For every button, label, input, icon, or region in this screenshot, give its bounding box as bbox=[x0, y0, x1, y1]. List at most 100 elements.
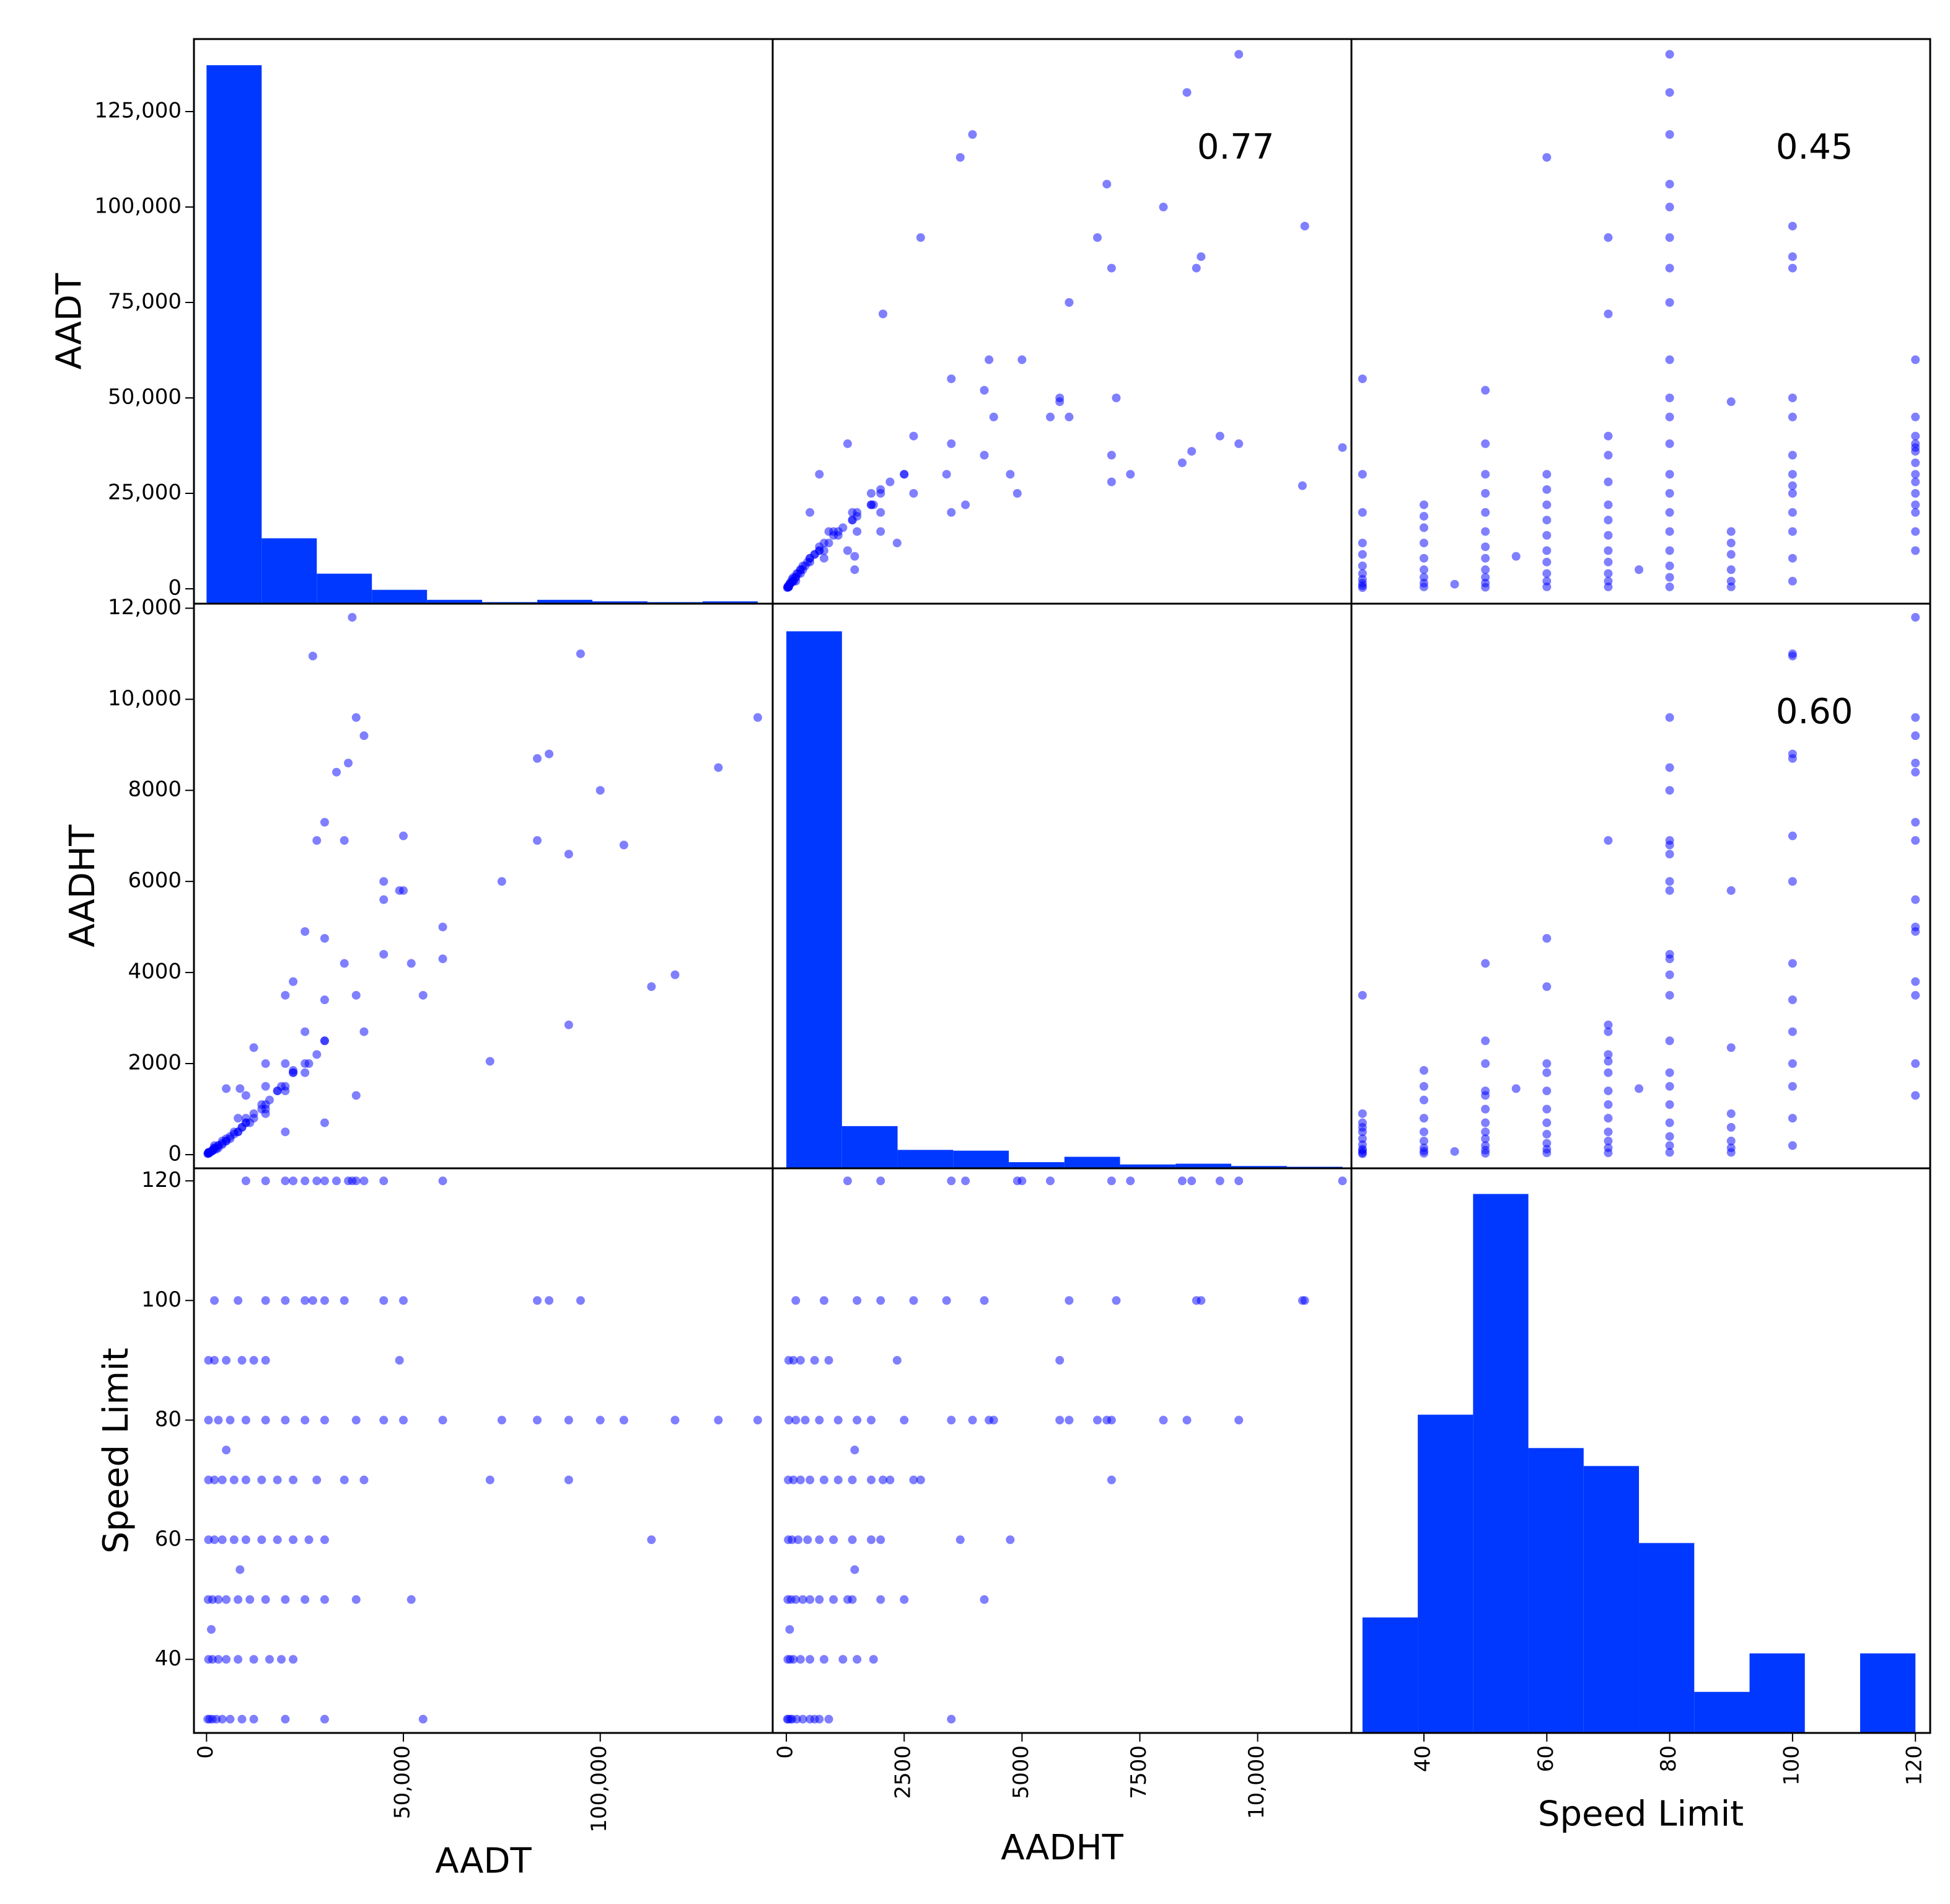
scatter-point bbox=[1911, 546, 1920, 555]
scatter-point bbox=[1604, 1068, 1613, 1077]
scatter-point bbox=[1542, 485, 1552, 494]
scatter-point bbox=[1665, 990, 1674, 1000]
scatter-point bbox=[1419, 553, 1428, 563]
scatter-point bbox=[1300, 221, 1309, 231]
scatter-point bbox=[753, 713, 762, 722]
scatter-point bbox=[281, 1127, 290, 1137]
scatter-point bbox=[351, 1176, 361, 1186]
scatter-point bbox=[866, 500, 876, 509]
scatter-point bbox=[824, 1714, 833, 1724]
scatter-point bbox=[1911, 836, 1920, 845]
scatter-point bbox=[340, 1296, 349, 1305]
scatter-point bbox=[1542, 1059, 1552, 1069]
scatter-point bbox=[320, 1296, 329, 1305]
scatter-point bbox=[1234, 1176, 1244, 1186]
scatter-point bbox=[1419, 573, 1428, 582]
scatter-point bbox=[900, 1595, 909, 1604]
histogram-bar bbox=[261, 538, 317, 604]
scatter-point bbox=[281, 1082, 290, 1091]
scatter-point bbox=[1788, 649, 1797, 658]
scatter-point bbox=[395, 1355, 404, 1365]
x-tick-label: 0 bbox=[193, 1745, 218, 1759]
scatter-point bbox=[1665, 1068, 1674, 1077]
scatter-point bbox=[1665, 1082, 1674, 1091]
histogram-bar bbox=[1120, 1164, 1176, 1168]
histogram-bar bbox=[372, 589, 428, 604]
scatter-point bbox=[1419, 523, 1428, 532]
scatter-point bbox=[1788, 1082, 1797, 1091]
scatter-point bbox=[249, 1355, 258, 1365]
scatter-point bbox=[379, 895, 389, 904]
scatter-point bbox=[301, 927, 310, 936]
scatter-point bbox=[281, 1176, 290, 1186]
scatter-point bbox=[1911, 508, 1920, 517]
scatter-point bbox=[1665, 263, 1674, 273]
scatter-point bbox=[351, 1595, 361, 1604]
scatter-point bbox=[619, 1416, 628, 1425]
scatter-point bbox=[1665, 582, 1674, 591]
scatter-point bbox=[876, 1595, 885, 1604]
scatter-point bbox=[619, 840, 628, 850]
scatter-point bbox=[1665, 713, 1674, 722]
scatter-point bbox=[1788, 1059, 1797, 1069]
scatter-point bbox=[1542, 1129, 1552, 1139]
scatter-point bbox=[359, 1176, 369, 1186]
scatter-point bbox=[1107, 263, 1116, 273]
scatter-point bbox=[947, 374, 956, 384]
scatter-point bbox=[947, 1416, 956, 1425]
scatter-point bbox=[1187, 447, 1197, 456]
scatter-point bbox=[344, 759, 353, 768]
scatter-point bbox=[564, 1416, 573, 1425]
scatter-point bbox=[853, 1655, 862, 1664]
scatter-point bbox=[1665, 1036, 1674, 1046]
correlation-label: 0.77 bbox=[1197, 127, 1275, 167]
y-tick-label: 60 bbox=[155, 1527, 182, 1551]
scatter-point bbox=[1234, 50, 1244, 59]
scatter-point bbox=[1604, 1020, 1613, 1029]
y-tick-label: 75,000 bbox=[108, 289, 182, 314]
scatter-point bbox=[1604, 569, 1613, 578]
panel-frame bbox=[1350, 602, 1931, 1170]
x-tick-label: 60 bbox=[1534, 1745, 1558, 1772]
scatter-point bbox=[1358, 470, 1367, 479]
scatter-point bbox=[351, 990, 361, 1000]
scatter-point bbox=[942, 1296, 951, 1305]
scatter-point bbox=[1542, 1068, 1552, 1077]
scatter-point bbox=[418, 990, 428, 1000]
scatter-point bbox=[1665, 886, 1674, 895]
scatter-point bbox=[1911, 1059, 1920, 1069]
scatter-point bbox=[909, 1296, 918, 1305]
scatter-point bbox=[1604, 1100, 1613, 1109]
scatter-point bbox=[1358, 374, 1367, 384]
scatter-point bbox=[647, 1535, 656, 1545]
scatter-point bbox=[204, 1416, 213, 1425]
scatter-point bbox=[340, 1475, 349, 1484]
scatter-point bbox=[1481, 1127, 1490, 1137]
scatter-point bbox=[796, 1475, 805, 1484]
scatter-point bbox=[1107, 477, 1116, 487]
scatter-point bbox=[281, 1714, 290, 1724]
scatter-point bbox=[1604, 531, 1613, 540]
scatter-point bbox=[595, 1416, 605, 1425]
scatter-point bbox=[1481, 1091, 1490, 1100]
scatter-point bbox=[1726, 1143, 1736, 1152]
scatter-point bbox=[806, 1595, 815, 1604]
x-axis-label: Speed Limit bbox=[1538, 1794, 1744, 1835]
scatter-point bbox=[261, 1082, 270, 1091]
scatter-point bbox=[301, 1595, 310, 1604]
scatter-point bbox=[399, 1416, 408, 1425]
scatter-point bbox=[273, 1475, 282, 1484]
scatter-point bbox=[1604, 477, 1613, 487]
scatter-point bbox=[1788, 263, 1797, 273]
scatter-point bbox=[265, 1655, 274, 1664]
scatter-point bbox=[217, 1535, 227, 1545]
histogram-bar bbox=[206, 65, 262, 604]
scatter-point bbox=[791, 1595, 801, 1604]
scatter-point bbox=[792, 1714, 801, 1724]
scatter-point bbox=[1604, 1086, 1613, 1096]
scatter-point bbox=[1911, 458, 1920, 467]
histogram-bar bbox=[1694, 1691, 1750, 1733]
scatter-point bbox=[1788, 481, 1797, 490]
scatter-point bbox=[399, 1296, 408, 1305]
